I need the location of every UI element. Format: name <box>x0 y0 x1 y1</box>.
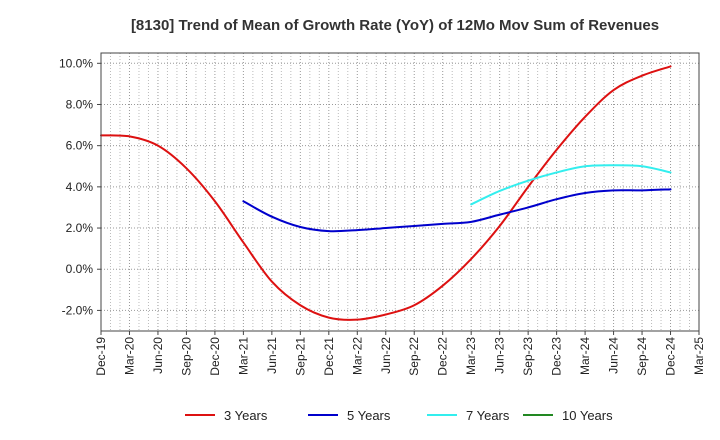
legend-label: 10 Years <box>562 408 613 423</box>
x-tick-label: Mar-21 <box>236 337 250 375</box>
legend-item-10-years: 10 Years <box>523 408 613 423</box>
plot-frame <box>100 52 700 332</box>
x-tick-label: Jun-20 <box>151 337 165 374</box>
y-axis: -2.0% 0.0% 2.0% 4.0% 6.0% 8.0% 10.0% <box>59 56 101 317</box>
x-tick-label: Jun-22 <box>379 337 393 374</box>
x-tick-label: Jun-23 <box>493 337 507 374</box>
x-tick-label: Sep-20 <box>179 337 193 376</box>
x-tick-label: Sep-21 <box>293 337 307 376</box>
legend-item-7-years: 7 Years <box>427 408 510 423</box>
x-tick-label: Mar-24 <box>578 337 592 375</box>
x-tick-label: Dec-22 <box>436 337 450 376</box>
y-tick-label: 4.0% <box>66 180 94 194</box>
y-tick-label: 10.0% <box>59 56 93 70</box>
x-tick-label: Dec-21 <box>322 337 336 376</box>
legend-label: 3 Years <box>224 408 268 423</box>
x-tick-label: Sep-24 <box>635 337 649 376</box>
legend-item-3-years: 3 Years <box>185 408 268 423</box>
legend: 3 Years 5 Years 7 Years 10 Years <box>185 408 613 423</box>
legend-item-5-years: 5 Years <box>308 408 391 423</box>
series-line-3-years <box>100 65 672 321</box>
x-tick-label: Dec-20 <box>208 337 222 376</box>
x-tick-label: Jun-21 <box>265 337 279 374</box>
x-tick-label: Mar-20 <box>122 337 136 375</box>
legend-label: 5 Years <box>347 408 391 423</box>
x-tick-label: Mar-23 <box>464 337 478 375</box>
x-tick-label: Sep-22 <box>407 337 421 376</box>
x-tick-label: Jun-24 <box>607 337 621 374</box>
x-axis: Dec-19 Mar-20 Jun-20 Sep-20 Dec-20 Mar-21 Jun-… <box>94 331 706 376</box>
x-tick-label: Dec-24 <box>664 337 678 376</box>
series-line-7-years <box>470 164 672 206</box>
y-tick-label: -2.0% <box>62 303 94 317</box>
y-tick-label: 6.0% <box>66 139 94 153</box>
y-tick-label: 8.0% <box>66 97 94 111</box>
legend-label: 7 Years <box>466 408 510 423</box>
y-tick-label: 2.0% <box>66 221 94 235</box>
y-tick-label: 0.0% <box>66 262 94 276</box>
x-tick-label: Mar-22 <box>350 337 364 375</box>
x-tick-label: Sep-23 <box>521 337 535 376</box>
x-tick-label: Mar-25 <box>692 337 706 375</box>
x-tick-label: Dec-23 <box>550 337 564 376</box>
chart-title: [8130] Trend of Mean of Growth Rate (YoY… <box>131 17 659 34</box>
series-line-5-years <box>242 188 672 233</box>
x-tick-label: Dec-19 <box>94 337 108 376</box>
series-layer <box>100 65 672 321</box>
